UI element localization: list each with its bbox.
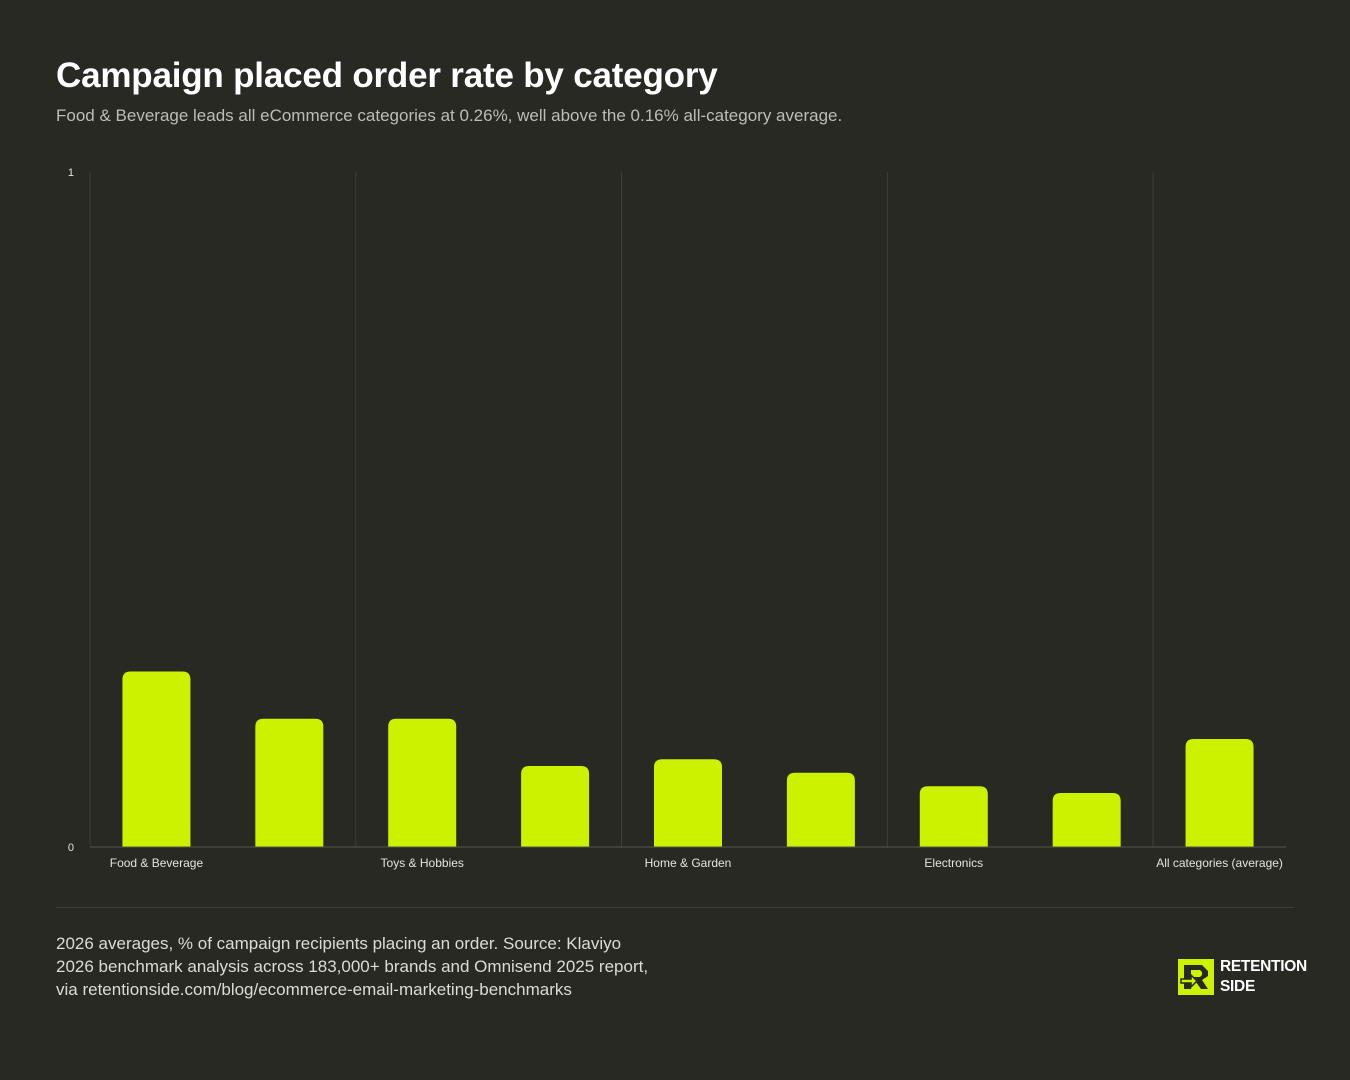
bar bbox=[919, 786, 988, 847]
bar bbox=[1052, 793, 1121, 847]
source-note: 2026 averages, % of campaign recipients … bbox=[56, 934, 649, 999]
chart-title: Campaign placed order rate by category bbox=[56, 56, 718, 95]
bars bbox=[122, 671, 1254, 847]
bar bbox=[654, 759, 722, 847]
retention-side-logo-icon bbox=[1178, 959, 1214, 995]
bar-chart: 0 1 Food & Beverage Toys & Hobbies Home & Ga… bbox=[68, 167, 1286, 870]
x-tick-label: Food & Beverage bbox=[110, 856, 204, 870]
x-tick-label: Electronics bbox=[924, 856, 983, 870]
brand-logo: RETENTION SIDE bbox=[1178, 958, 1307, 996]
bar bbox=[255, 718, 324, 847]
x-tick-label: All categories (average) bbox=[1156, 856, 1283, 870]
bar bbox=[388, 718, 457, 847]
chart-subtitle: Food & Beverage leads all eCommerce cate… bbox=[56, 106, 843, 125]
bar bbox=[1185, 739, 1254, 847]
x-tick-label: Home & Garden bbox=[645, 856, 732, 870]
logo-wordmark: RETENTION SIDE bbox=[1220, 957, 1307, 997]
x-tick-label: Toys & Hobbies bbox=[381, 856, 464, 870]
bar bbox=[122, 671, 191, 847]
footer-divider bbox=[56, 907, 1294, 908]
tick-labels: 0 1 Food & Beverage Toys & Hobbies Home & Ga… bbox=[68, 167, 1283, 870]
y-tick-label: 1 bbox=[68, 167, 74, 179]
logo-line-1: RETENTION bbox=[1220, 958, 1307, 975]
y-tick-label: 0 bbox=[68, 842, 74, 854]
bar bbox=[786, 772, 855, 847]
grid-lines bbox=[89, 172, 1154, 847]
logo-line-2: SIDE bbox=[1220, 978, 1255, 995]
bar bbox=[521, 766, 590, 847]
